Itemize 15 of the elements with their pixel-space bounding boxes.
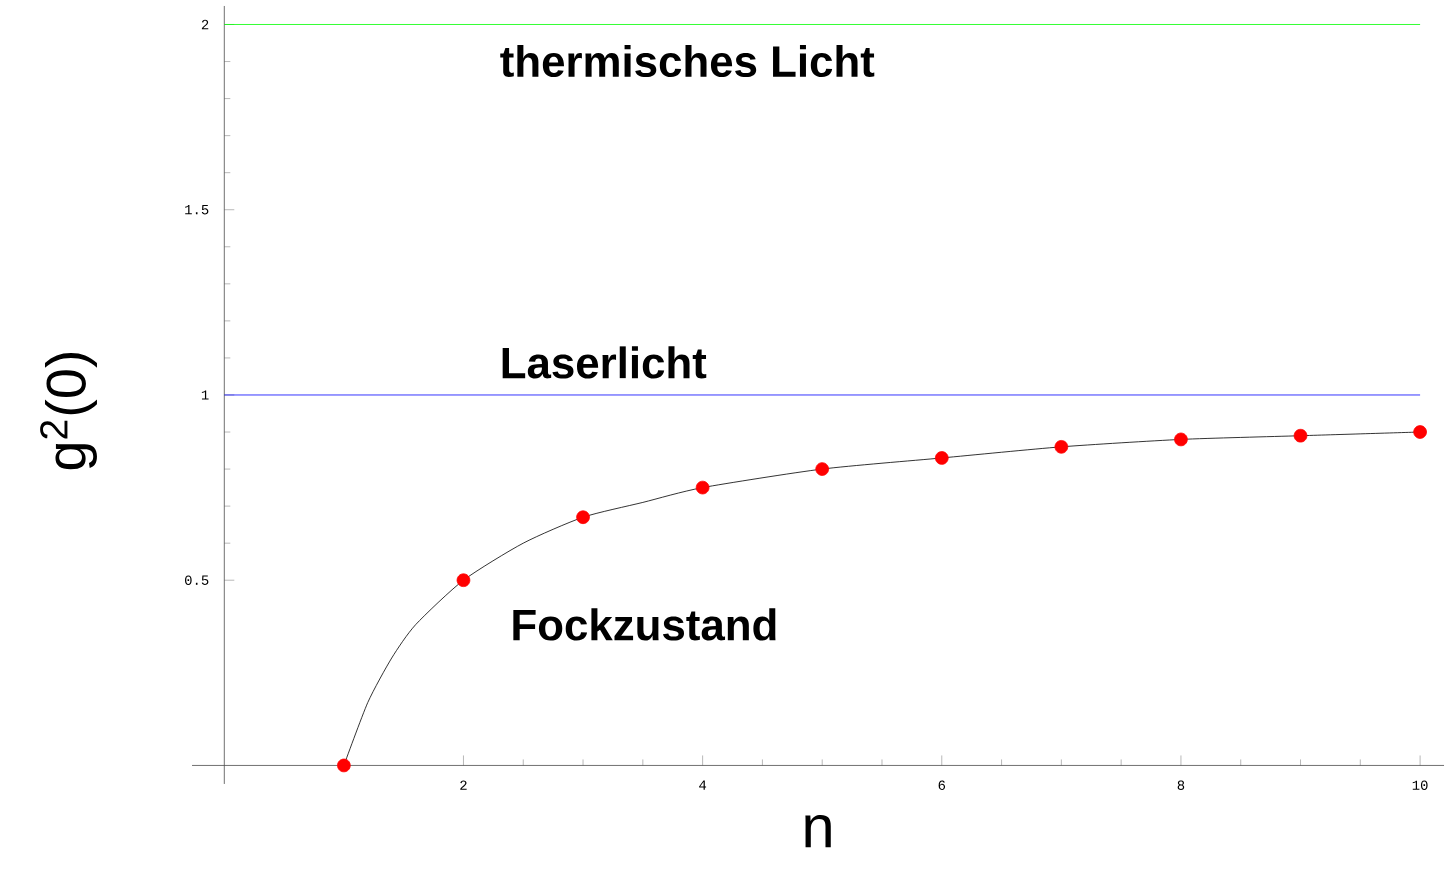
ref-line-label: Laserlicht bbox=[502, 346, 707, 379]
point bbox=[1293, 428, 1308, 443]
point bbox=[815, 462, 829, 476]
point bbox=[337, 758, 351, 773]
point bbox=[1413, 425, 1427, 439]
x-axis-title: n bbox=[805, 815, 831, 848]
point bbox=[934, 451, 949, 465]
annotation: Fockzustand bbox=[513, 608, 776, 641]
point bbox=[576, 510, 590, 525]
y-axis-title: g$^{2}$(0) bbox=[40, 353, 97, 470]
ref-line-label: thermisches Licht bbox=[500, 44, 875, 78]
point bbox=[695, 480, 710, 495]
point bbox=[1054, 440, 1069, 454]
point bbox=[1174, 432, 1188, 447]
point bbox=[456, 573, 471, 588]
